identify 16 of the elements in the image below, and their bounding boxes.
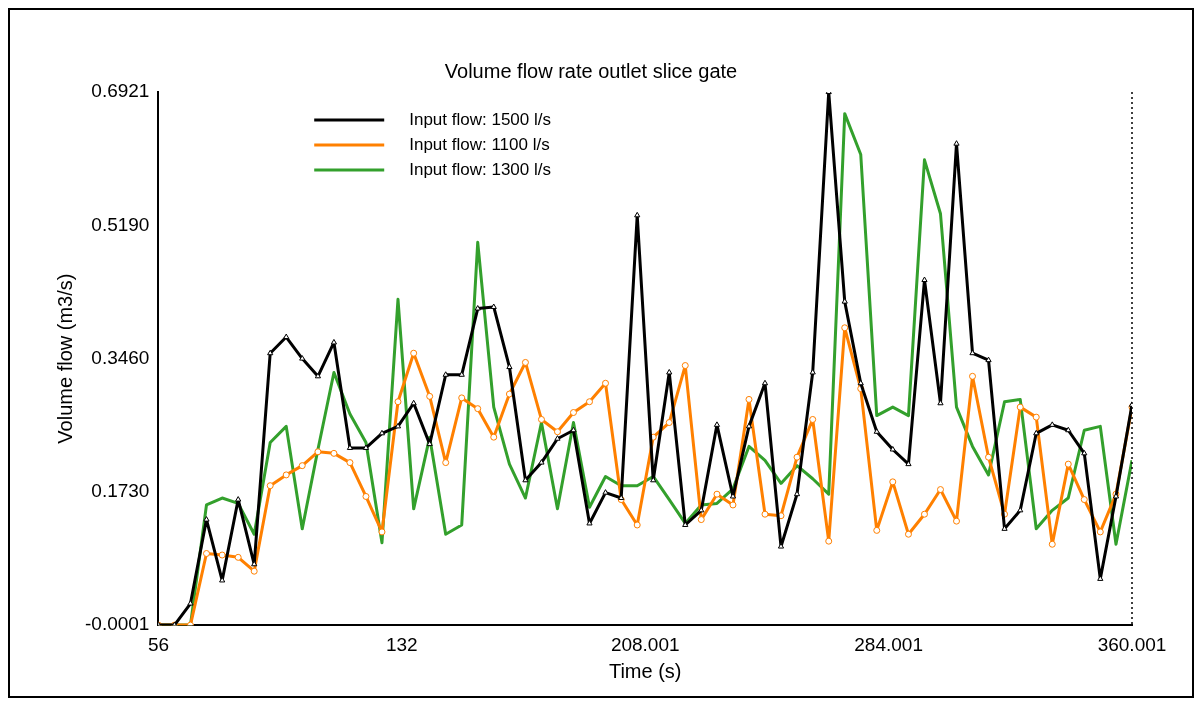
y-tick-label: 0.6921 — [91, 80, 150, 102]
x-tick-label: 56 — [147, 633, 170, 655]
y-tick-label: -0.0001 — [84, 613, 150, 635]
x-tick-label: 208.001 — [610, 633, 680, 655]
legend-label: Input flow: 1300 l/s — [409, 159, 551, 179]
y-tick-label: 0.5190 — [91, 213, 150, 235]
x-axis-title: Time (s) — [608, 659, 682, 682]
legend-label: Input flow: 1100 l/s — [409, 134, 550, 154]
chart-title: Volume flow rate outlet slice gate — [444, 59, 738, 82]
y-axis-title: Volume flow (m3/s) — [53, 273, 76, 444]
legend-label: Input flow: 1500 l/s — [409, 109, 551, 129]
x-tick-label: 132 — [385, 633, 418, 655]
x-tick-label: 284.001 — [854, 633, 923, 655]
x-tick-label: 360.001 — [1097, 633, 1167, 655]
y-tick-label: 0.3460 — [91, 346, 150, 368]
y-tick-label: 0.1730 — [91, 480, 150, 502]
